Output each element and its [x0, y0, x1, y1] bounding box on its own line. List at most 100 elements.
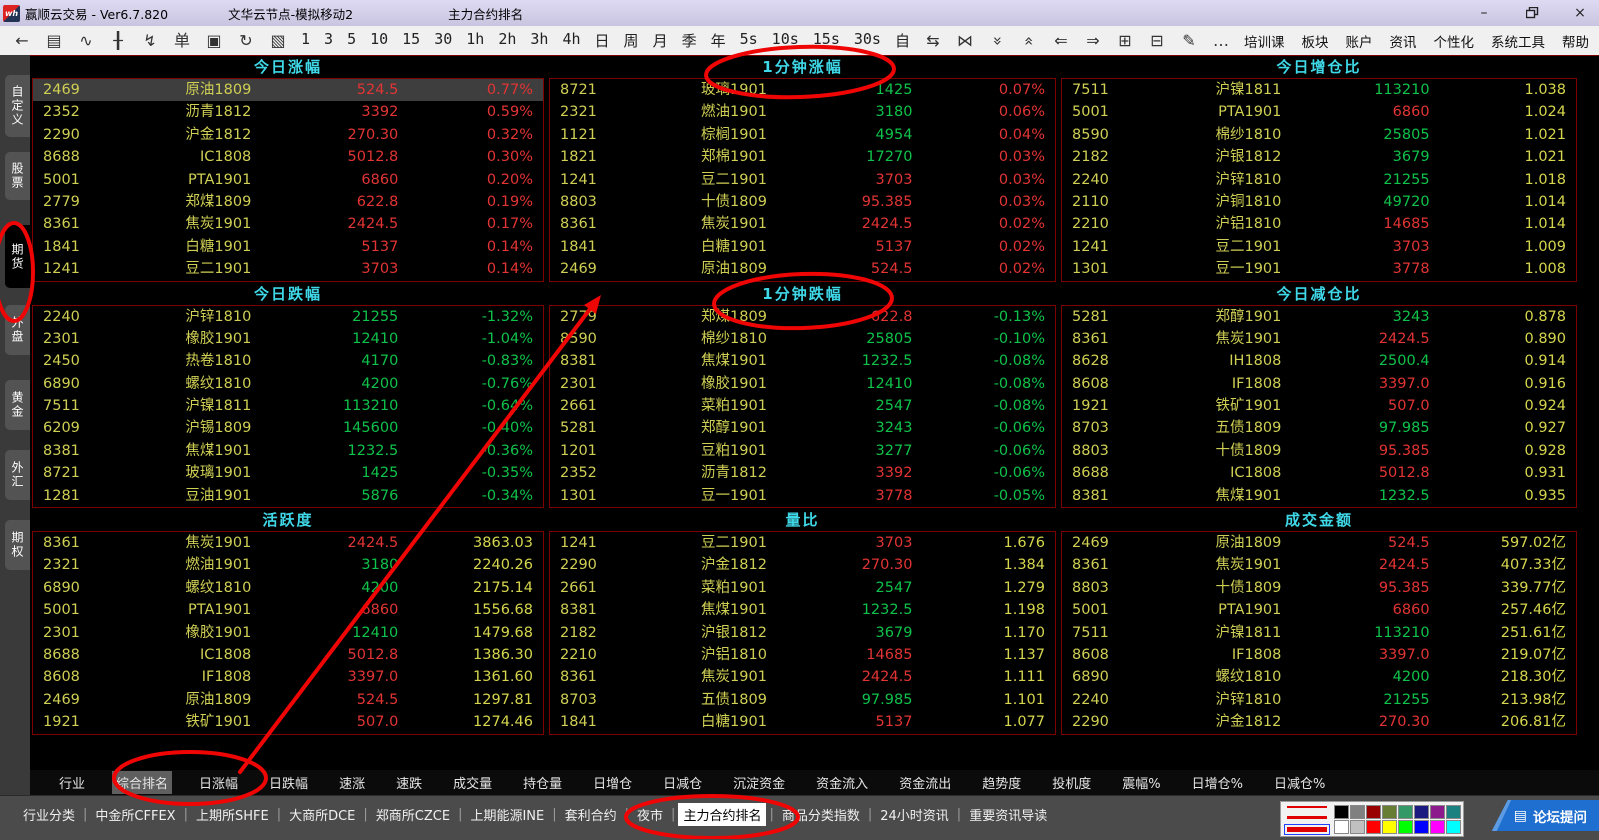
table-row[interactable]: 1241 豆二1901 3703 0.14%	[33, 258, 543, 280]
tab-投机度[interactable]: 投机度	[1052, 777, 1092, 792]
tab-资金流出[interactable]: 资金流出	[899, 777, 952, 792]
color-swatch[interactable]	[1414, 804, 1429, 819]
refresh-icon[interactable]: ↻	[239, 30, 253, 50]
table-row[interactable]: 5001 PTA1901 6860 1556.68	[33, 599, 543, 621]
table-row[interactable]: 2240 沪锌1810 21255 -1.32%	[33, 306, 543, 328]
minimize-button[interactable]: –	[1480, 5, 1488, 21]
statusbar-item-行业分类[interactable]: 行业分类	[23, 809, 76, 824]
color-swatch[interactable]	[1414, 819, 1429, 834]
menu-帮助[interactable]: 帮助	[1562, 34, 1589, 51]
table-row[interactable]: 1281 豆油1901 5876 -0.34%	[33, 485, 543, 507]
color-swatch[interactable]	[1334, 804, 1349, 819]
table-row[interactable]: 8590 棉纱1810 25805 -0.10%	[550, 328, 1055, 350]
table-row[interactable]: 2110 沪铜1810 49720 1.014	[1062, 191, 1576, 213]
table-row[interactable]: 8688 IC1808 5012.8 0.931	[1062, 462, 1576, 484]
tab-日减仓[interactable]: 日减仓	[663, 777, 703, 792]
table-row[interactable]: 5001 PTA1901 6860 1.024	[1062, 101, 1576, 123]
table-row[interactable]: 2240 沪锌1810 21255 1.018	[1062, 169, 1576, 191]
period-button-月[interactable]: 月	[652, 32, 668, 50]
period-button-2h[interactable]: 2h	[498, 30, 517, 48]
color-swatch[interactable]	[1430, 804, 1445, 819]
report-icon[interactable]: ▤	[46, 30, 62, 50]
period-button-1h[interactable]: 1h	[466, 30, 485, 48]
menu-资讯[interactable]: 资讯	[1389, 34, 1417, 51]
line-width-option[interactable]	[1287, 806, 1327, 808]
table-row[interactable]: 8703 五债1809 97.985 1.101	[550, 689, 1055, 711]
table-row[interactable]: 2321 燃油1901 3180 2240.26	[33, 554, 543, 576]
table-row[interactable]: 1921 铁矿1901 507.0 0.924	[1062, 395, 1576, 417]
tab-持仓量[interactable]: 持仓量	[523, 777, 563, 792]
table-row[interactable]: 1301 豆一1901 3778 1.008	[1062, 258, 1576, 280]
period-button-自[interactable]: 自	[894, 32, 910, 50]
color-swatch[interactable]	[1382, 804, 1397, 819]
period-button-4h[interactable]: 4h	[562, 30, 581, 48]
page-left-icon[interactable]: ⇐	[1054, 30, 1068, 50]
tab-日跌幅[interactable]: 日跌幅	[269, 777, 309, 792]
table-row[interactable]: 2301 橡胶1901 12410 -0.08%	[550, 373, 1055, 395]
period-button-10[interactable]: 10	[370, 30, 389, 48]
close-button[interactable]: ×	[1574, 5, 1586, 21]
forum-feedback-button[interactable]: ▤ 论坛提问	[1491, 800, 1599, 831]
menu-板块[interactable]: 板块	[1301, 34, 1329, 51]
flash-order-icon[interactable]: ↯	[143, 30, 157, 50]
table-row[interactable]: 1201 豆粕1901 3277 -0.06%	[550, 440, 1055, 462]
table-row[interactable]: 8703 五债1809 97.985 0.927	[1062, 417, 1576, 439]
line-width-option[interactable]	[1287, 816, 1327, 819]
color-swatch[interactable]	[1446, 804, 1461, 819]
table-row[interactable]: 1841 白糖1901 5137 1.077	[550, 711, 1055, 733]
sidebar-item-黄金[interactable]: 黄金	[5, 380, 30, 430]
table-row[interactable]: 7511 沪镍1811 113210 251.61亿	[1062, 622, 1576, 644]
table-row[interactable]: 5281 郑醇1901 3243 -0.06%	[550, 417, 1055, 439]
table-row[interactable]: 7511 沪镍1811 113210 1.038	[1062, 79, 1576, 101]
table-row[interactable]: 2290 沪金1812 270.30 206.81亿	[1062, 711, 1576, 733]
color-swatch[interactable]	[1398, 819, 1413, 834]
sidebar-item-外盘[interactable]: 外盘	[5, 305, 30, 355]
statusbar-item-重要资讯导读[interactable]: 重要资讯导读	[969, 809, 1048, 824]
table-row[interactable]: 8628 IH1808 2500.4 0.914	[1062, 350, 1576, 372]
period-button-年[interactable]: 年	[710, 32, 726, 50]
double-chevron-up-icon[interactable]: «	[1019, 35, 1039, 46]
table-row[interactable]: 1821 郑棉1901 17270 0.03%	[550, 146, 1055, 168]
color-swatch[interactable]	[1382, 819, 1397, 834]
tab-成交量[interactable]: 成交量	[453, 777, 493, 792]
table-row[interactable]: 2182 沪银1812 3679 1.021	[1062, 146, 1576, 168]
period-button-15[interactable]: 15	[402, 30, 421, 48]
table-row[interactable]: 1841 白糖1901 5137 0.14%	[33, 236, 543, 258]
menu-培训课[interactable]: 培训课	[1244, 34, 1285, 51]
save-icon[interactable]: ▣	[206, 30, 222, 50]
table-row[interactable]: 2290 沪金1812 270.30 0.32%	[33, 124, 543, 146]
table-row[interactable]: 8803 十债1809 95.385 0.03%	[550, 191, 1055, 213]
color-swatch[interactable]	[1430, 819, 1445, 834]
tab-速跌[interactable]: 速跌	[396, 777, 423, 792]
order-panel-icon[interactable]: 单	[173, 30, 190, 50]
back-icon[interactable]: ←	[15, 30, 29, 50]
table-row[interactable]: 8361 焦炭1901 2424.5 407.33亿	[1062, 554, 1576, 576]
table-row[interactable]: 8381 焦煤1901 1232.5 1.198	[550, 599, 1055, 621]
table-row[interactable]: 8361 焦炭1901 2424.5 0.890	[1062, 328, 1576, 350]
period-button-10s[interactable]: 10s	[771, 30, 799, 48]
table-row[interactable]: 2182 沪银1812 3679 1.170	[550, 622, 1055, 644]
table-row[interactable]: 2661 菜粕1901 2547 1.279	[550, 577, 1055, 599]
color-swatch[interactable]	[1446, 819, 1461, 834]
statusbar-item-上期能源INE[interactable]: 上期能源INE	[470, 809, 545, 824]
double-chevron-down-icon[interactable]: «	[986, 35, 1006, 46]
tab-行业[interactable]: 行业	[59, 777, 86, 792]
kline-window-icon[interactable]: ▧	[270, 30, 286, 50]
table-row[interactable]: 1241 豆二1901 3703 0.03%	[550, 169, 1055, 191]
table-row[interactable]: 5281 郑醇1901 3243 0.878	[1062, 306, 1576, 328]
table-row[interactable]: 2779 郑煤1809 622.8 -0.13%	[550, 306, 1055, 328]
line-chart-icon[interactable]: ∿	[79, 30, 93, 50]
table-row[interactable]: 1241 豆二1901 3703 1.676	[550, 532, 1055, 554]
table-row[interactable]: 2290 沪金1812 270.30 1.384	[550, 554, 1055, 576]
expand-horizontal-icon[interactable]: ⇆	[926, 30, 940, 50]
period-button-季[interactable]: 季	[681, 32, 697, 50]
statusbar-item-大商所DCE[interactable]: 大商所DCE	[289, 809, 356, 824]
tab-综合排名[interactable]: 综合排名	[112, 771, 173, 794]
table-row[interactable]: 8381 焦煤1901 1232.5 -0.08%	[550, 350, 1055, 372]
tab-日涨幅[interactable]: 日涨幅	[199, 777, 239, 792]
table-row[interactable]: 2779 郑煤1809 622.8 0.19%	[33, 191, 543, 213]
sidebar-item-期货[interactable]: 期货	[5, 225, 30, 288]
table-row[interactable]: 2450 热卷1810 4170 -0.83%	[33, 350, 543, 372]
table-row[interactable]: 2352 沥青1812 3392 -0.06%	[550, 462, 1055, 484]
table-row[interactable]: 1921 铁矿1901 507.0 1274.46	[33, 711, 543, 733]
